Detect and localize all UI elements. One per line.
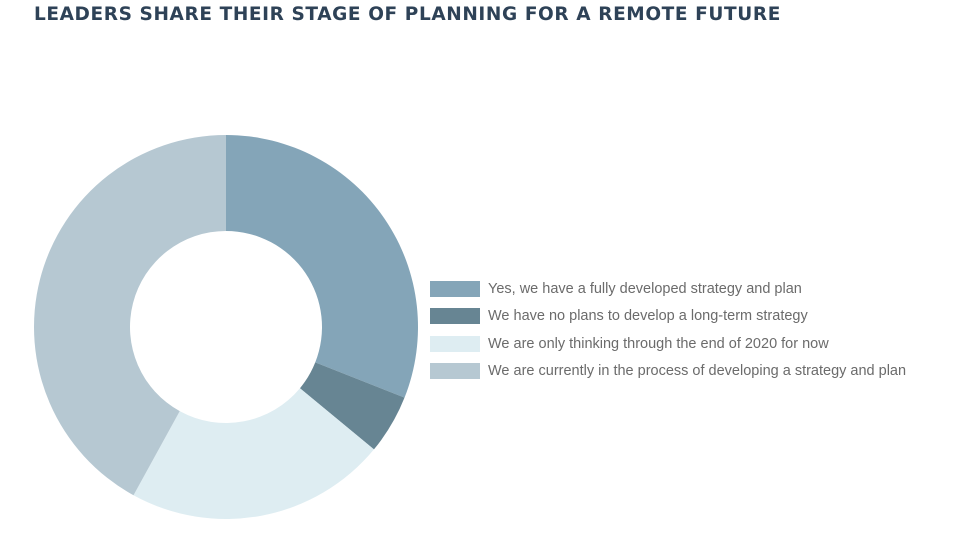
legend-item[interactable]: We are currently in the process of devel… xyxy=(430,358,906,386)
legend-label: We are only thinking through the end of … xyxy=(488,335,829,352)
donut-slice[interactable] xyxy=(133,388,374,520)
legend-swatch xyxy=(430,308,480,325)
chart-title: LEADERS SHARE THEIR STAGE OF PLANNING FO… xyxy=(34,4,781,25)
donut-slice[interactable] xyxy=(299,362,405,450)
legend-swatch xyxy=(430,335,480,352)
legend-item[interactable]: We have no plans to develop a long-term … xyxy=(430,303,906,331)
donut-slices xyxy=(33,135,419,520)
chart-legend: Yes, we have a fully developed strategy … xyxy=(430,275,906,385)
legend-swatch xyxy=(430,363,480,380)
legend-swatch xyxy=(430,280,480,297)
donut-slice[interactable] xyxy=(226,135,419,398)
legend-label: We have no plans to develop a long-term … xyxy=(488,308,808,325)
legend-item[interactable]: We are only thinking through the end of … xyxy=(430,330,906,358)
legend-item[interactable]: Yes, we have a fully developed strategy … xyxy=(430,275,906,303)
donut-slice[interactable] xyxy=(33,135,226,496)
legend-label: We are currently in the process of devel… xyxy=(488,363,907,380)
legend-label: Yes, we have a fully developed strategy … xyxy=(488,280,802,297)
